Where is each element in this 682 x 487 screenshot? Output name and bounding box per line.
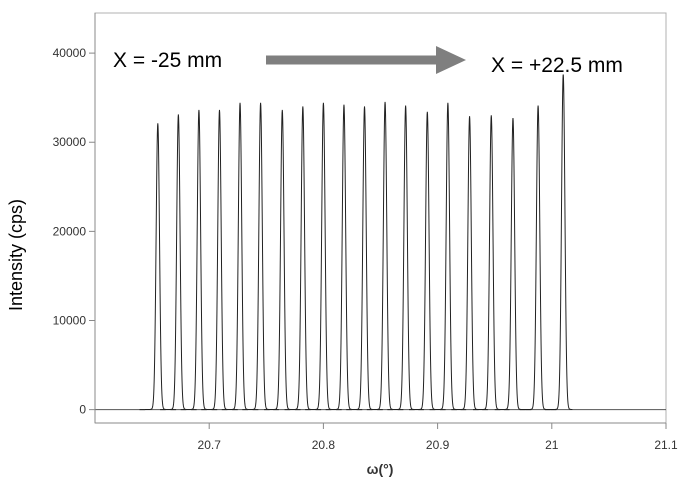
y-tick-label: 10000 bbox=[53, 314, 87, 328]
x-tick-label: 20.7 bbox=[198, 438, 222, 452]
x-axis-title: ω(°) bbox=[367, 461, 394, 477]
y-axis-ticks: 0 10000 20000 30000 40000 bbox=[53, 46, 95, 417]
series-group bbox=[139, 74, 573, 411]
y-tick-label: 40000 bbox=[53, 46, 87, 60]
x-tick-label: 20.9 bbox=[426, 438, 450, 452]
x-axis-ticks: 20.7 20.8 20.9 21 21.1 bbox=[198, 423, 678, 452]
scan-direction-arrow bbox=[266, 46, 466, 74]
x-tick-label: 21 bbox=[545, 438, 559, 452]
y-axis-title: Intensity (cps) bbox=[6, 199, 26, 311]
x-tick-label: 21.1 bbox=[654, 438, 678, 452]
plot-area bbox=[94, 12, 667, 424]
y-tick-label: 20000 bbox=[53, 224, 87, 238]
start-position-label: X = -25 mm bbox=[113, 49, 222, 72]
x-tick-label: 20.8 bbox=[312, 438, 336, 452]
rocking-curve-peak bbox=[544, 74, 573, 411]
end-position-label: X = +22.5 mm bbox=[491, 54, 623, 77]
y-tick-label: 0 bbox=[79, 403, 86, 417]
y-tick-label: 30000 bbox=[53, 135, 87, 149]
